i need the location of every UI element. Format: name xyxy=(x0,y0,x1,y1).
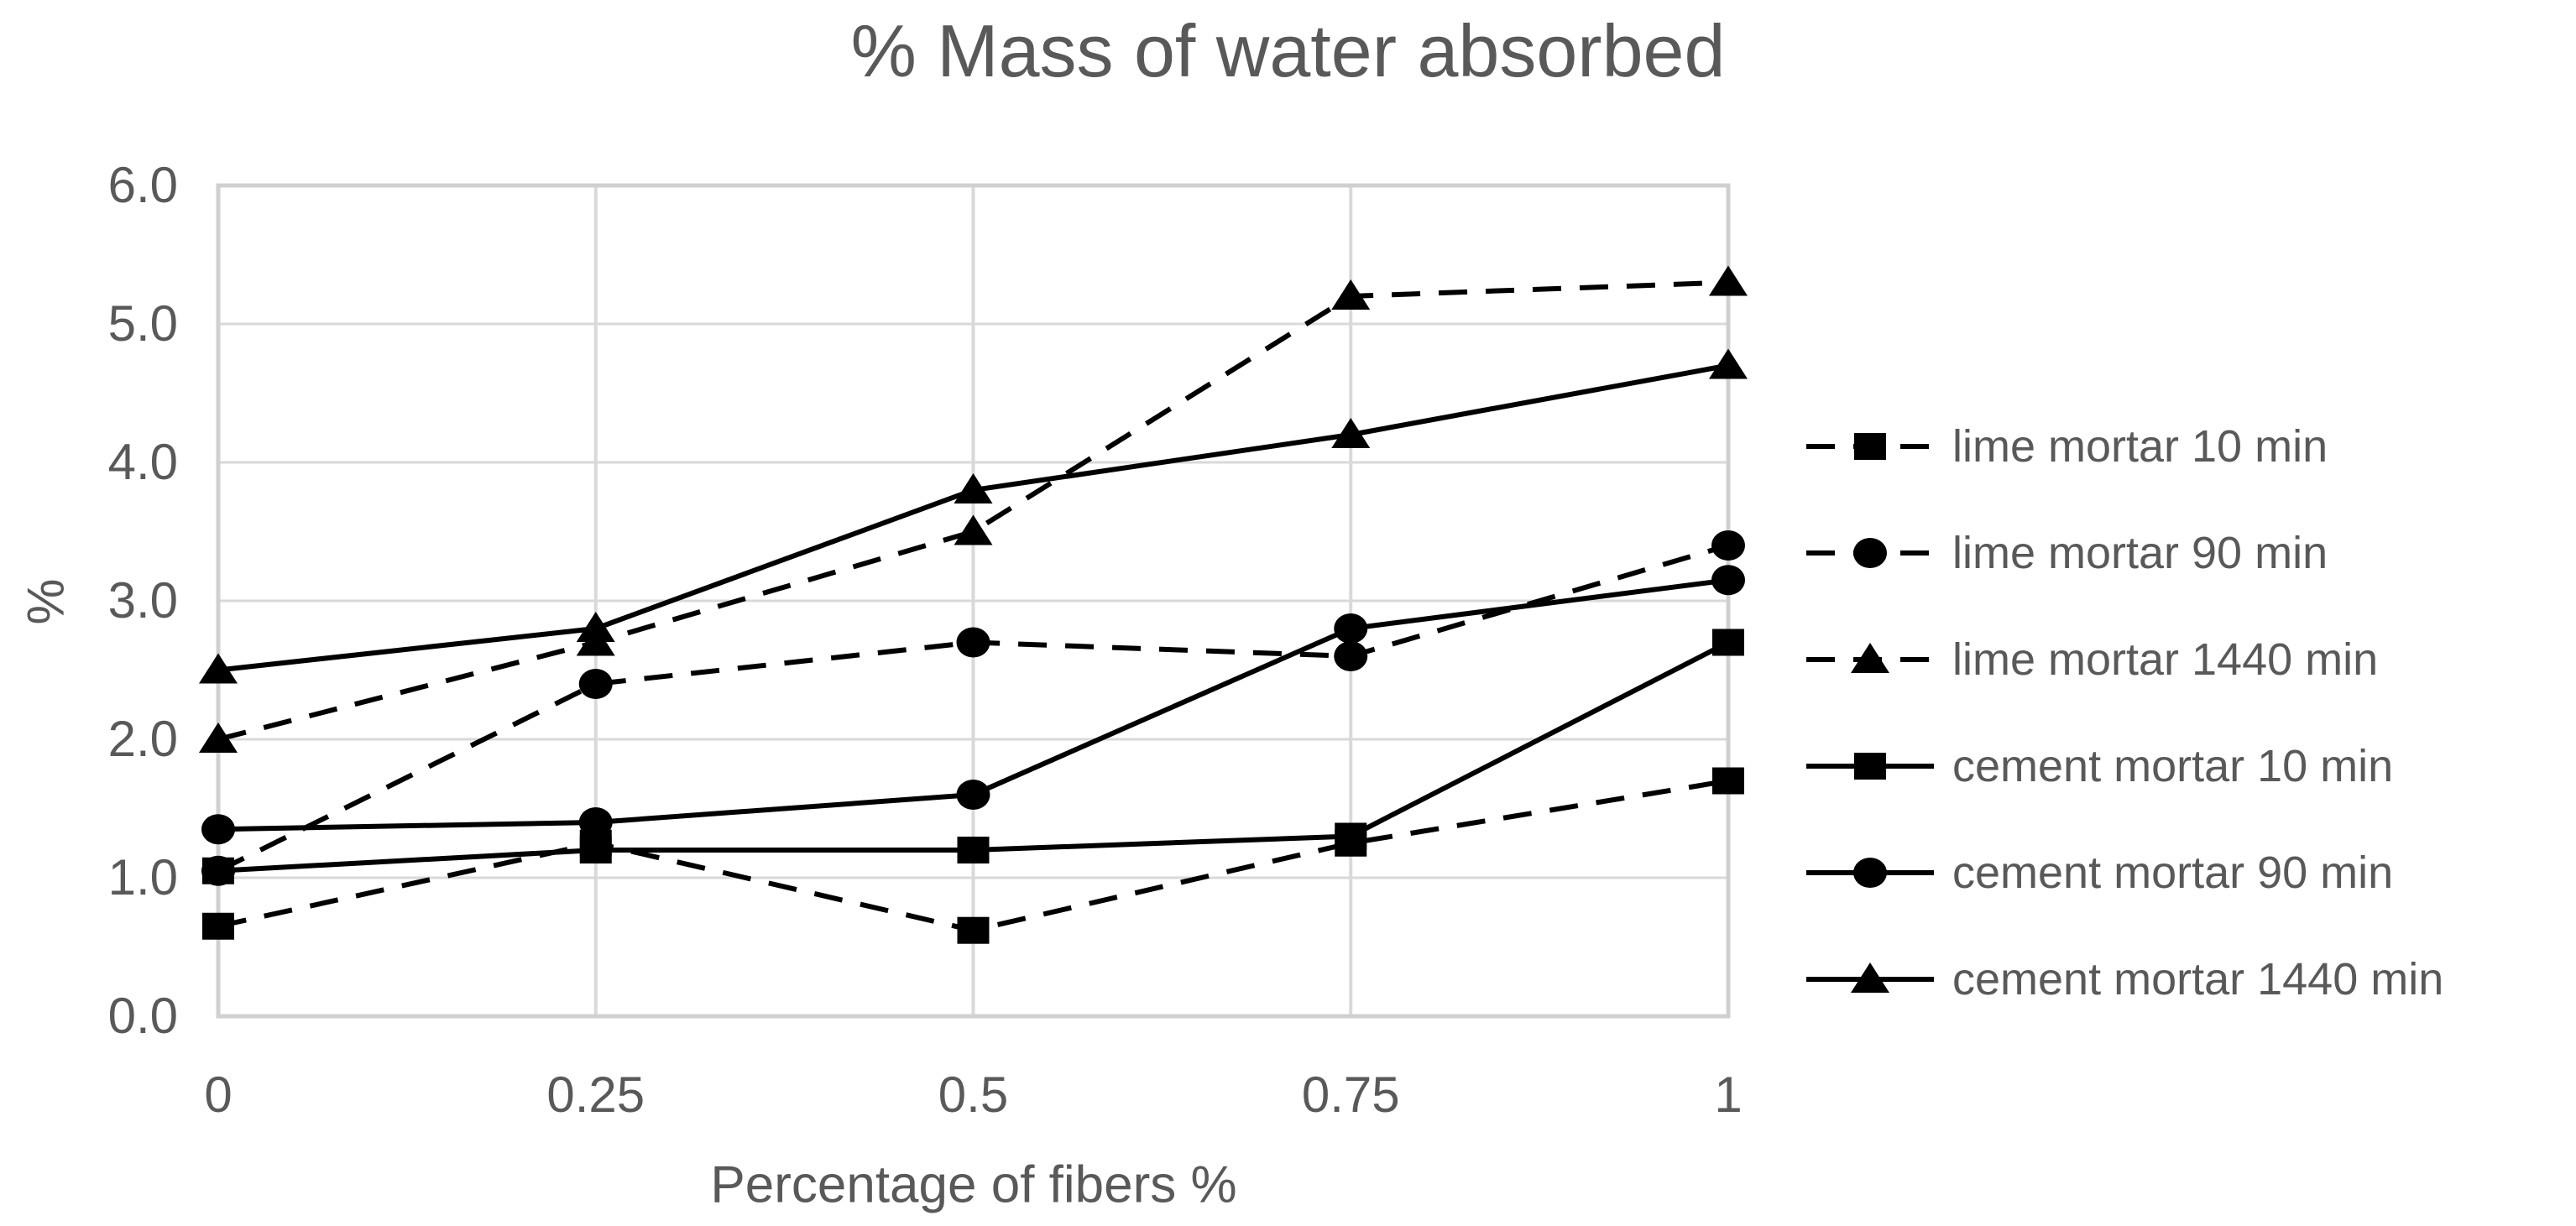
legend-marker-triangle xyxy=(1851,962,1889,993)
legend-label: lime mortar 90 min xyxy=(1952,527,2328,578)
marker-lime-mortar-10-min xyxy=(957,916,990,944)
x-tick-label: 0 xyxy=(204,1067,232,1123)
legend-item-lime-mortar-10-min: lime mortar 10 min xyxy=(1806,393,2443,499)
legend-marker-square xyxy=(1854,432,1886,460)
marker-cement-mortar-1440-min xyxy=(1709,348,1748,379)
marker-cement-mortar-1440-min xyxy=(199,653,238,684)
legend-swatch-dashed-square-icon xyxy=(1806,432,1934,460)
legend-label: lime mortar 1440 min xyxy=(1952,634,2379,685)
legend-swatch-solid-square-icon xyxy=(1806,752,1934,780)
legend-item-lime-mortar-1440-min: lime mortar 1440 min xyxy=(1806,606,2443,712)
marker-cement-mortar-10-min xyxy=(202,857,234,884)
marker-cement-mortar-90-min xyxy=(1711,565,1745,596)
marker-cement-mortar-1440-min xyxy=(576,612,615,642)
legend-item-cement-mortar-90-min: cement mortar 90 min xyxy=(1806,819,2443,926)
x-tick-label: 0.25 xyxy=(546,1067,645,1123)
marker-cement-mortar-1440-min xyxy=(1331,418,1371,448)
series-line-lime-mortar-1440-min xyxy=(217,279,1729,742)
legend-swatch-dashed-triangle-icon xyxy=(1806,642,1934,673)
marker-cement-mortar-10-min xyxy=(1712,629,1744,656)
legend-label: cement mortar 1440 min xyxy=(1952,953,2444,1004)
marker-lime-mortar-10-min xyxy=(1712,767,1744,795)
x-axis-title: Percentage of fibers % xyxy=(710,1156,1237,1214)
legend-item-cement-mortar-1440-min: cement mortar 1440 min xyxy=(1806,926,2443,1032)
x-tick-label: 0.5 xyxy=(938,1067,1008,1123)
marker-lime-mortar-1440-min xyxy=(1709,265,1748,296)
x-tick-label: 1 xyxy=(1714,1067,1742,1123)
legend: lime mortar 10 min lime mortar 90 min lime… xyxy=(1806,393,2443,1032)
marker-lime-mortar-1440-min xyxy=(1331,279,1371,310)
legend-swatch-dashed-circle-icon xyxy=(1806,537,1934,568)
marker-cement-mortar-10-min xyxy=(957,837,990,863)
y-tick-label: 6.0 xyxy=(108,157,178,213)
marker-lime-mortar-10-min xyxy=(202,912,234,940)
legend-label: lime mortar 10 min xyxy=(1952,420,2328,472)
legend-swatch-solid-circle-icon xyxy=(1806,857,1934,888)
marker-lime-mortar-90-min xyxy=(578,669,613,699)
legend-marker-square xyxy=(1854,752,1886,780)
legend-swatch-solid-triangle-icon xyxy=(1806,962,1934,993)
marker-lime-mortar-1440-min xyxy=(199,723,238,753)
legend-marker-circle xyxy=(1853,537,1887,568)
legend-item-lime-mortar-90-min: lime mortar 90 min xyxy=(1806,499,2443,606)
marker-lime-mortar-90-min xyxy=(1711,530,1745,561)
legend-label: cement mortar 10 min xyxy=(1952,740,2394,791)
x-tick-label: 0.75 xyxy=(1302,1067,1400,1123)
marker-cement-mortar-90-min xyxy=(956,780,990,810)
marker-lime-mortar-90-min xyxy=(1334,641,1368,671)
marker-cement-mortar-90-min xyxy=(1334,613,1368,644)
chart-title: % Mass of water absorbed xyxy=(850,9,1726,92)
legend-marker-triangle xyxy=(1851,642,1889,673)
y-tick-label: 3.0 xyxy=(108,572,178,629)
y-tick-label: 2.0 xyxy=(108,711,178,767)
marker-cement-mortar-90-min xyxy=(578,807,613,837)
plot-border xyxy=(216,183,1731,1019)
marker-cement-mortar-90-min xyxy=(201,814,235,845)
y-tick-label: 4.0 xyxy=(108,434,178,490)
legend-marker-circle xyxy=(1853,857,1887,888)
marker-lime-mortar-90-min xyxy=(956,627,990,658)
legend-label: cement mortar 90 min xyxy=(1952,847,2394,898)
y-tick-label: 0.0 xyxy=(108,988,178,1044)
marker-lime-mortar-1440-min xyxy=(954,514,993,545)
marker-cement-mortar-10-min xyxy=(1335,822,1367,850)
y-tick-label: 5.0 xyxy=(108,295,178,352)
marker-cement-mortar-10-min xyxy=(579,837,612,863)
y-tick-label: 1.0 xyxy=(108,849,178,905)
legend-item-cement-mortar-10-min: cement mortar 10 min xyxy=(1806,712,2443,819)
marker-cement-mortar-1440-min xyxy=(954,473,993,503)
